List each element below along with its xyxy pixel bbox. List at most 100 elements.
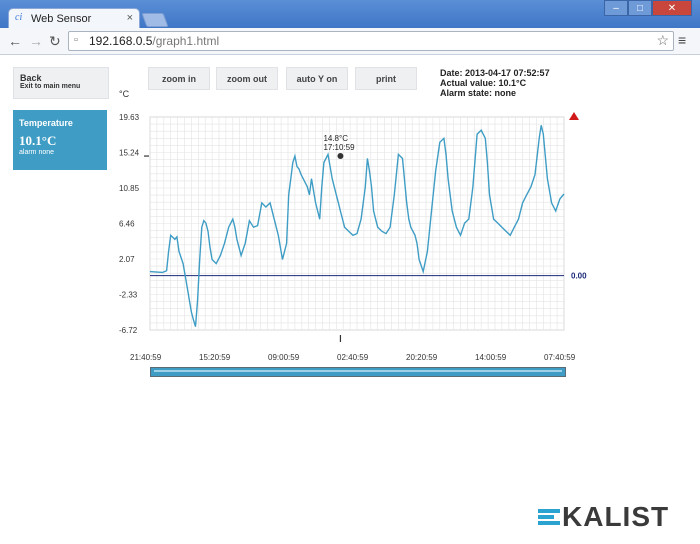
- data-point: [331, 178, 333, 179]
- data-point: [456, 226, 457, 228]
- data-point: [178, 251, 180, 252]
- page-content: Back Exit to main menu Temperature 10.1°…: [0, 55, 700, 544]
- data-point: [307, 186, 308, 188]
- data-point: [418, 259, 420, 260]
- data-point: [298, 168, 300, 170]
- data-point: [162, 272, 163, 273]
- data-point: [451, 210, 453, 212]
- x-tick-time: 20:20:59: [406, 353, 438, 360]
- y-tick-label: -6.72: [119, 326, 138, 335]
- data-point: [402, 158, 403, 159]
- minimize-button[interactable]: –: [604, 0, 628, 16]
- data-point: [526, 194, 528, 196]
- tab-close-icon[interactable]: ×: [126, 12, 133, 24]
- data-point: [352, 234, 354, 236]
- data-point: [228, 226, 229, 228]
- data-point: [373, 210, 374, 212]
- data-point: [261, 202, 263, 204]
- data-point: [472, 186, 474, 188]
- data-point: [364, 186, 366, 188]
- data-point: [406, 202, 407, 204]
- data-point: [199, 259, 200, 260]
- menu-icon[interactable]: ≡: [678, 32, 687, 48]
- data-point: [367, 158, 368, 159]
- data-point: [369, 170, 370, 171]
- bookmark-star-icon[interactable]: ☆: [656, 32, 669, 48]
- y-tick-label: -2.33: [119, 291, 138, 300]
- data-point: [447, 178, 449, 179]
- back-arrow-icon[interactable]: ←: [8, 33, 22, 49]
- close-window-button[interactable]: ✕: [652, 0, 692, 16]
- browser-titlebar: ci Web Sensor × – □ ✕: [0, 0, 700, 29]
- data-point: [408, 218, 410, 220]
- data-point: [375, 218, 376, 220]
- data-point: [209, 247, 211, 248]
- data-point: [416, 243, 418, 244]
- data-point: [170, 234, 171, 236]
- data-point: [149, 271, 151, 272]
- data-point: [338, 202, 339, 204]
- chart-scrollbar[interactable]: [150, 367, 566, 377]
- data-point: [201, 226, 203, 228]
- data-point: [168, 251, 169, 252]
- window-controls: – □ ✕: [604, 0, 692, 16]
- data-point: [489, 194, 490, 196]
- sensor-alarm: alarm none: [19, 149, 55, 156]
- page-icon: ▫: [74, 34, 78, 46]
- print-button[interactable]: print: [355, 67, 417, 90]
- back-button[interactable]: Back Exit to main menu: [13, 67, 109, 99]
- data-point: [207, 230, 209, 232]
- info-actual: Actual value: 10.1°C: [440, 78, 527, 88]
- reload-icon[interactable]: ↻: [49, 33, 61, 49]
- data-point: [288, 194, 289, 196]
- y-tick-label: 15.24: [119, 149, 140, 158]
- data-point: [501, 226, 503, 228]
- data-point: [393, 194, 395, 196]
- data-point: [300, 174, 302, 175]
- data-point: [563, 193, 565, 195]
- data-point: [336, 194, 337, 196]
- url-host: 192.168.0.5: [89, 34, 153, 48]
- data-point: [476, 133, 478, 135]
- data-point: [460, 234, 461, 236]
- data-point: [439, 142, 441, 143]
- data-point: [522, 202, 523, 204]
- data-point: [193, 319, 194, 321]
- scrollbar-thumb[interactable]: [154, 370, 562, 372]
- x-tick-time: 21:40:59: [130, 353, 162, 360]
- temperature-chart[interactable]: 19.63 15.24 10.85 6.46 2.07 -2.33 -6.72 0.00 14.…: [100, 110, 600, 360]
- data-point: [265, 206, 267, 208]
- data-point: [422, 271, 424, 272]
- data-point: [414, 234, 416, 236]
- data-point: [236, 239, 238, 240]
- browser-tab[interactable]: ci Web Sensor ×: [8, 8, 140, 29]
- data-point: [220, 255, 221, 256]
- data-point: [493, 218, 494, 220]
- zoom-out-button[interactable]: zoom out: [216, 67, 278, 90]
- back-sub-label: Exit to main menu: [20, 83, 81, 90]
- data-point: [186, 287, 188, 289]
- data-point: [224, 243, 225, 244]
- url-path: /graph1.html: [152, 34, 220, 48]
- info-alarm: Alarm state: none: [440, 88, 517, 98]
- y-unit-label: °C: [119, 89, 130, 99]
- maximize-button[interactable]: □: [628, 0, 652, 16]
- data-point: [543, 133, 544, 135]
- data-point: [240, 255, 242, 256]
- address-bar[interactable]: ▫ 192.168.0.5/graph1.html ☆: [68, 31, 674, 51]
- data-point: [340, 210, 341, 212]
- data-point: [215, 263, 217, 264]
- data-point: [551, 202, 552, 204]
- data-point: [435, 170, 436, 171]
- data-point: [282, 259, 283, 260]
- data-point: [296, 166, 298, 167]
- x-tick-time: 15:20:59: [199, 353, 231, 360]
- forward-arrow-icon[interactable]: →: [29, 33, 43, 49]
- auto-y-button[interactable]: auto Y on: [286, 67, 348, 90]
- zoom-in-button[interactable]: zoom in: [148, 67, 210, 90]
- data-point: [323, 162, 325, 163]
- data-point: [427, 251, 428, 252]
- y-tick-label: 2.07: [119, 255, 135, 264]
- new-tab-button[interactable]: [141, 13, 169, 27]
- sensor-card[interactable]: Temperature 10.1°C alarm none: [13, 110, 107, 170]
